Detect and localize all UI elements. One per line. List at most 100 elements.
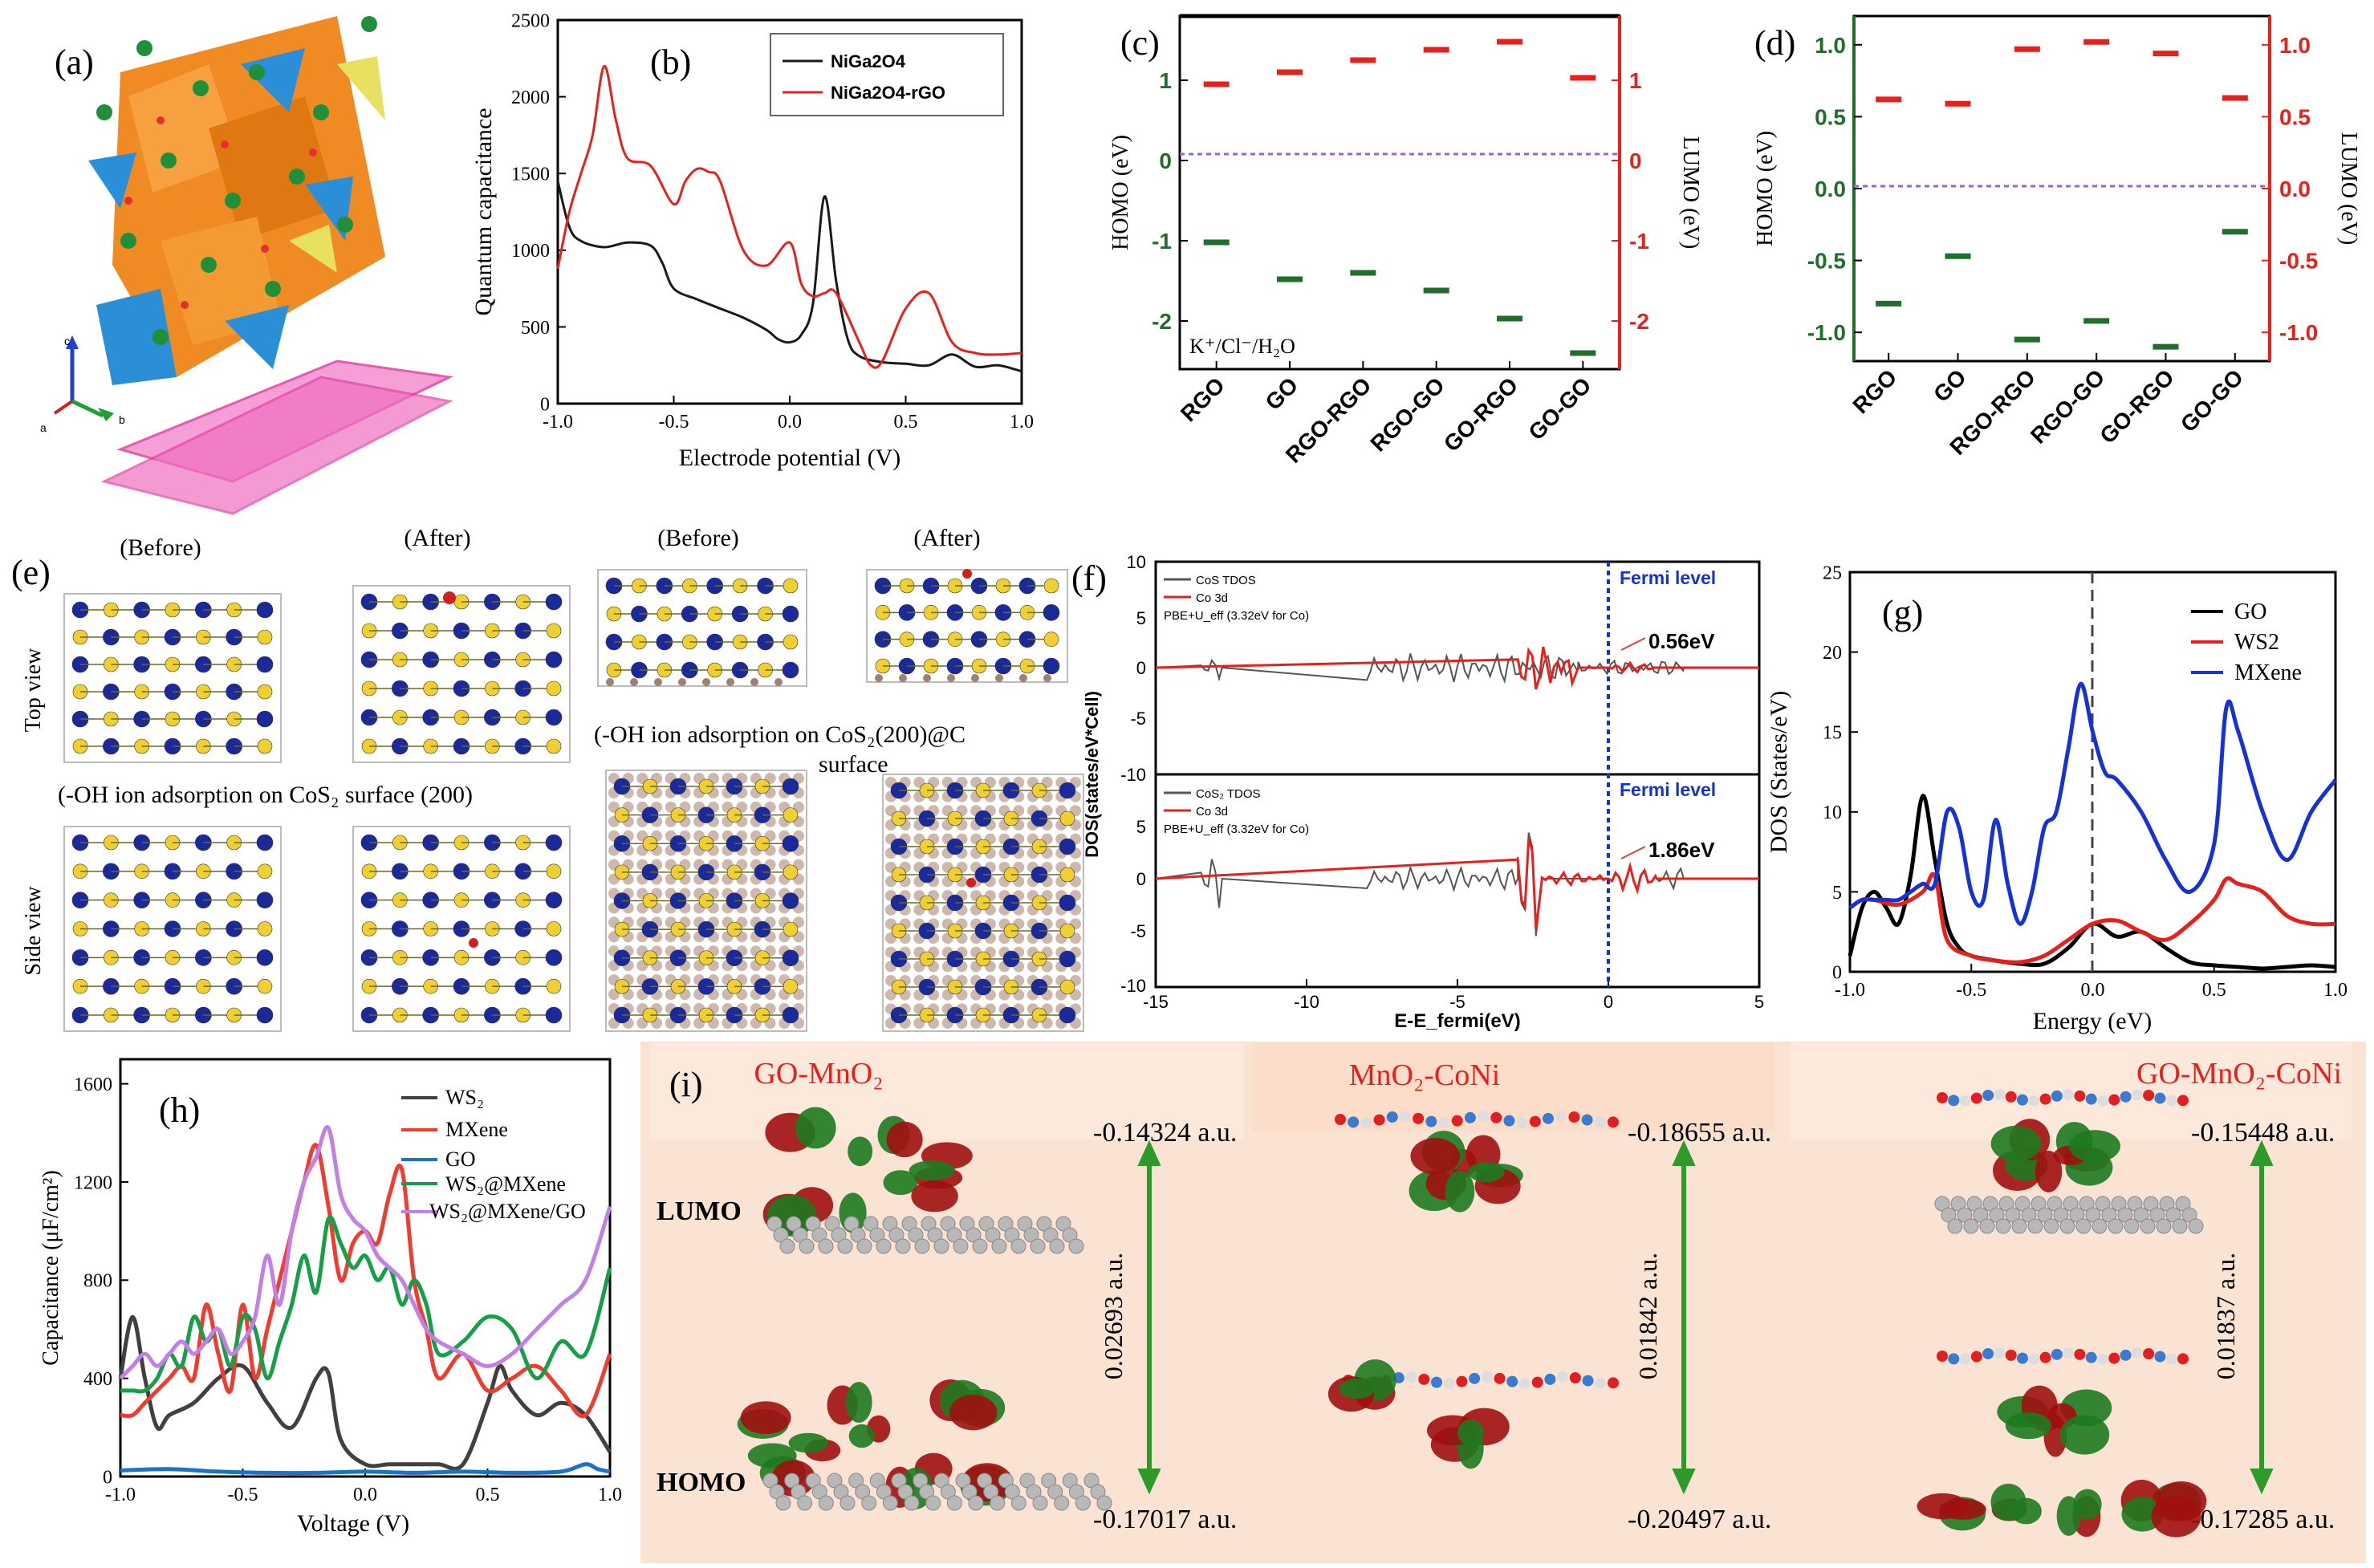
xtick-label: -1.0 xyxy=(543,412,573,433)
panel-label-a: (a) xyxy=(55,43,94,82)
ylabel-g: DOS (States/eV) xyxy=(1766,691,1792,853)
axis-ticks-g: -1.0 -0.5 0.0 0.5 1.0 0 5 10 15 20 25 xyxy=(1823,563,2348,1001)
legend-h: WS₂ MXene GO WS₂@MXene WS₂@MXene/GO xyxy=(401,1086,586,1223)
xtick-label: 1.0 xyxy=(598,1485,622,1505)
category-label: GO-GO xyxy=(2176,364,2248,437)
panel-label-g: (g) xyxy=(1882,593,1923,632)
gap-value-2: 0.01837 a.u. xyxy=(2211,1253,2240,1379)
category-label: GO-RGO xyxy=(2095,364,2178,448)
gap-value-1: 0.01842 a.u. xyxy=(1633,1253,1662,1379)
y2tick-label: -1 xyxy=(1629,229,1649,254)
gap-label-f-bottom: 1.86eV xyxy=(1648,838,1715,862)
caption-e-2a: (-OH ion adsorption on CoS₂(200)@C xyxy=(594,721,965,748)
ylabel-h: Capacitance (μF/cm²) xyxy=(39,1170,63,1365)
ytick-label: 1500 xyxy=(511,165,550,185)
legend-g-1: WS2 xyxy=(2234,630,2279,655)
dos-curves-g xyxy=(1848,681,2337,971)
structure-top-before-1 xyxy=(63,593,282,763)
ytick-label: 5 xyxy=(1136,608,1146,628)
panel-label-d: (d) xyxy=(1754,23,1795,63)
homo-value-0: -0.17017 a.u. xyxy=(1093,1505,1237,1534)
series-line-2 xyxy=(120,1462,611,1476)
ytick-label: 5 xyxy=(1832,883,1842,904)
ytick-label: 15 xyxy=(1823,723,1842,744)
ytick-label: 0 xyxy=(1136,658,1146,678)
structure-side-after-1 xyxy=(352,826,571,1032)
legend-f-bottom: CoS₂ TDOS Co 3d PBE+U_eff (3.32eV for Co… xyxy=(1164,787,1309,836)
legend-b-0: NiGa2O4 xyxy=(831,51,906,71)
y2label-c: LUMO (eV) xyxy=(1678,136,1703,250)
ytick-label: 2500 xyxy=(511,10,550,31)
panel-label-e: (e) xyxy=(11,553,51,592)
y2tick-label: -1.0 xyxy=(2279,320,2318,345)
y2tick-label: 0.0 xyxy=(2279,177,2311,201)
panel-h: (h) -1.0 -0.5 0.0 0.5 1.0 0 400 800 1200 1600 WS₂… xyxy=(39,1058,622,1537)
ytick-label: 0 xyxy=(1136,869,1146,889)
series-lines-b xyxy=(556,64,1022,373)
ylabel-c: HOMO (eV) xyxy=(1108,135,1133,250)
axis-ticks-c: 1 0 -1 -2 1 0 -1 -2 xyxy=(1152,68,1649,369)
category-label: GO-RGO xyxy=(1439,372,1522,456)
xlabel-g: Energy (eV) xyxy=(2033,1008,2152,1034)
ytick-label: -10 xyxy=(1120,765,1146,785)
energy-levels-d xyxy=(1876,39,2248,350)
series-line-1 xyxy=(1848,871,2336,965)
xtick-label: 0.5 xyxy=(476,1485,500,1505)
structure-side-before-1 xyxy=(63,826,282,1032)
homo-label: HOMO xyxy=(657,1468,746,1497)
panel-label-i: (i) xyxy=(669,1065,703,1104)
series-line-2 xyxy=(1848,681,2337,926)
fermi-label-top: Fermi level xyxy=(1620,567,1716,588)
legend-g: GO WS2 MXene xyxy=(2191,599,2302,685)
panel-label-b: (b) xyxy=(650,43,691,82)
xtick-label: 0 xyxy=(1604,992,1613,1012)
ytick-label: 0.0 xyxy=(1815,177,1846,201)
title-i-0: GO-MnO₂ xyxy=(754,1057,883,1091)
top-view-label: Top view xyxy=(21,648,46,732)
orbital-lumo-mno2-coni xyxy=(1409,1131,1523,1213)
panel-d: (d) 1.0 0.5 0.0 -0.5 -1.0 1.0 0.5 0.0 -0.5 -1.0 H… xyxy=(1753,14,2361,460)
ytick-label: 0 xyxy=(1832,962,1842,983)
xtick-label: 0.5 xyxy=(894,412,918,433)
structure-side-before-2 xyxy=(605,770,807,1032)
series-line-4 xyxy=(119,1125,612,1380)
chain-lumo-mno2-coni xyxy=(1335,1111,1619,1128)
xlabel-f: E-E_fermi(eV) xyxy=(1394,1010,1520,1032)
legend-h-2: GO xyxy=(445,1148,476,1171)
y2tick-label: 1 xyxy=(1629,68,1642,93)
series-line-0 xyxy=(118,1314,612,1471)
y2tick-label: -2 xyxy=(1629,309,1649,334)
lumo-value-0: -0.14324 a.u. xyxy=(1093,1118,1237,1148)
before-label-1: (Before) xyxy=(120,534,201,561)
legend-h-4: WS₂@MXene/GO xyxy=(429,1200,586,1223)
legend-h-3: WS₂@MXene xyxy=(445,1172,566,1196)
ytick-label: 0.5 xyxy=(1815,104,1846,129)
ytick-label: 400 xyxy=(83,1369,112,1390)
orbital-lumo-go-mno2 xyxy=(762,1107,973,1237)
axis-c-label: c xyxy=(64,335,70,347)
category-label: GO xyxy=(1261,372,1303,415)
xtick-label: 1.0 xyxy=(1010,412,1034,433)
orbital-renderings xyxy=(737,1089,2207,1538)
ytick-label: 10 xyxy=(1823,802,1842,823)
panel-e: (e) (Before) (After) (Before) (After) To… xyxy=(11,525,1084,1032)
graphene-lumo-go-mno2-coni xyxy=(1934,1196,2204,1234)
ytick-label: 0 xyxy=(1159,148,1172,173)
xtick-label: 0.0 xyxy=(778,412,802,433)
axis-b-label: b xyxy=(119,413,125,426)
plot-frame-c xyxy=(1178,14,1621,371)
fermi-label-bottom: Fermi level xyxy=(1620,779,1716,800)
side-view-label: Side view xyxy=(21,886,46,976)
series-line-1 xyxy=(556,64,1022,369)
ytick-label: -0.5 xyxy=(1807,249,1846,274)
cos-co3d-line xyxy=(1155,646,1759,690)
panel-label-f: (f) xyxy=(1071,559,1107,598)
axis-ticks-d: 1.0 0.5 0.0 -0.5 -1.0 1.0 0.5 0.0 -0.5 -1.0 xyxy=(1807,33,2318,361)
y2tick-label: -0.5 xyxy=(2279,249,2318,274)
legend-f-bottom-0: CoS₂ TDOS xyxy=(1196,787,1261,801)
gap-value-0: 0.02693 a.u. xyxy=(1099,1253,1128,1379)
xtick-label: -1.0 xyxy=(105,1485,136,1505)
energy-levels-c xyxy=(1203,39,1596,356)
